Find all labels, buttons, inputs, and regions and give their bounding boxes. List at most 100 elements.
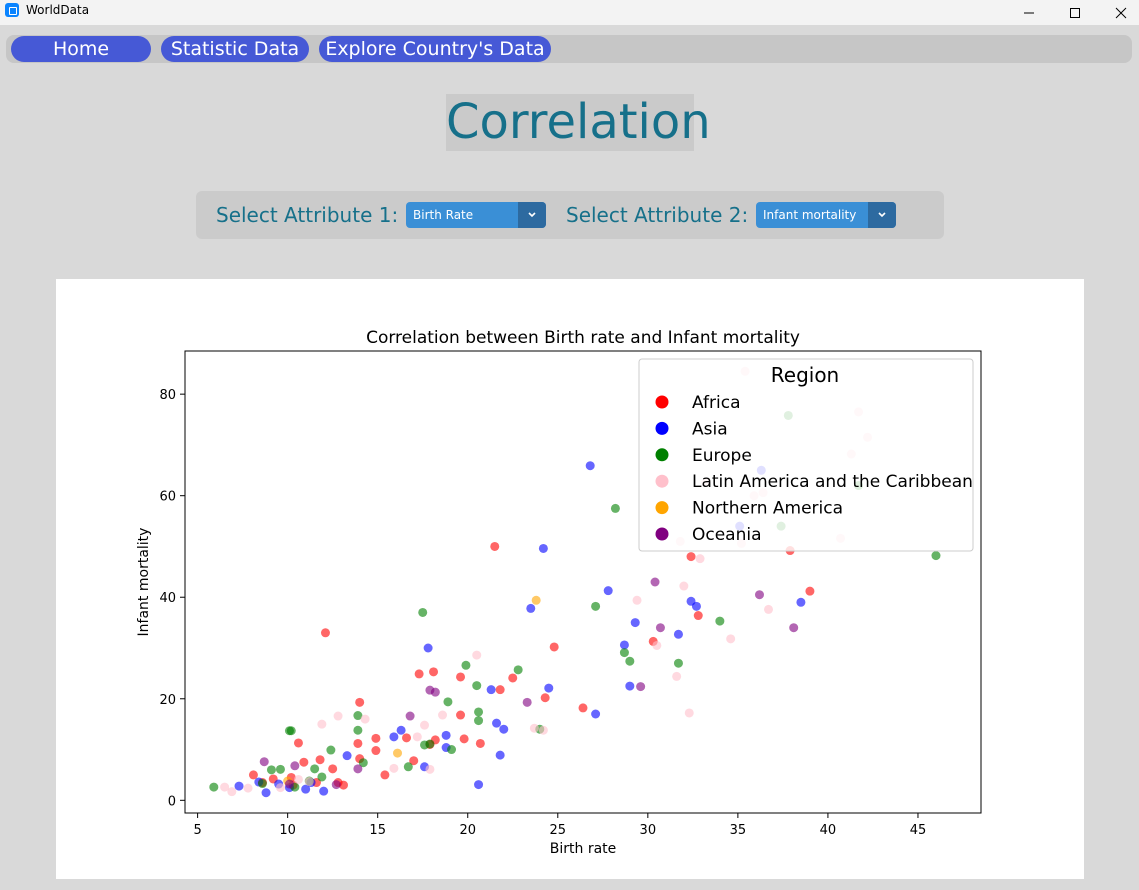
data-point: [430, 687, 440, 697]
legend-title: Region: [771, 363, 839, 387]
data-point: [538, 725, 548, 735]
data-point: [475, 738, 485, 748]
data-point: [220, 782, 230, 792]
data-point: [293, 738, 303, 748]
data-point: [328, 764, 338, 774]
minimize-button[interactable]: [1006, 0, 1052, 25]
data-point: [261, 788, 271, 798]
data-point: [320, 628, 330, 638]
data-point: [652, 640, 662, 650]
data-point: [396, 725, 406, 735]
explore-country-data-button[interactable]: Explore Country's Data: [319, 36, 551, 62]
data-point: [353, 711, 363, 721]
data-point: [610, 503, 620, 513]
y-tick-label: 0: [168, 794, 176, 809]
chevron-down-icon: [868, 202, 896, 228]
minimize-icon: [1024, 12, 1034, 13]
data-point: [625, 656, 635, 666]
data-point: [371, 733, 381, 743]
maximize-icon: [1070, 7, 1080, 18]
data-point: [763, 604, 773, 614]
legend-label: Asia: [692, 419, 728, 439]
data-point: [495, 685, 505, 695]
data-point: [531, 595, 541, 605]
data-point: [257, 779, 267, 789]
data-point: [259, 757, 269, 767]
legend-marker: [655, 421, 669, 435]
page-title: Correlation: [446, 94, 711, 151]
data-point: [420, 720, 430, 730]
data-point: [358, 758, 368, 768]
data-point: [472, 650, 482, 660]
data-point: [490, 541, 500, 551]
legend-marker: [655, 448, 669, 462]
data-point: [317, 719, 327, 729]
x-tick-label: 10: [279, 823, 296, 838]
legend-entry: Africa: [655, 393, 741, 413]
data-point: [679, 581, 689, 591]
attribute-1-label: Select Attribute 1:: [216, 203, 399, 227]
data-point: [691, 601, 701, 611]
attribute-1-dropdown[interactable]: Birth Rate: [406, 202, 546, 228]
close-icon: [1115, 7, 1127, 18]
data-point: [333, 711, 343, 721]
y-tick-label: 20: [159, 693, 176, 708]
data-point: [319, 786, 329, 796]
chart-panel: Correlation between Birth rate and Infan…: [56, 279, 1084, 879]
data-point: [585, 461, 595, 471]
x-tick-label: 35: [730, 823, 747, 838]
data-point: [301, 784, 311, 794]
data-point: [286, 726, 296, 736]
data-point: [486, 685, 496, 695]
app-icon: [5, 3, 19, 17]
maximize-button[interactable]: [1052, 0, 1098, 25]
data-point: [544, 683, 554, 693]
x-tick-label: 45: [910, 823, 927, 838]
data-point: [447, 745, 457, 755]
legend-marker: [655, 474, 669, 488]
data-point: [441, 730, 451, 740]
data-point: [529, 723, 539, 733]
data-point: [636, 682, 646, 692]
data-point: [310, 764, 320, 774]
data-point: [715, 616, 725, 626]
data-point: [380, 770, 390, 780]
legend-label: Africa: [692, 393, 741, 413]
home-button[interactable]: Home: [11, 36, 151, 62]
attribute-selector-bar: Select Attribute 1: Birth Rate Select At…: [196, 191, 944, 239]
data-point: [789, 623, 799, 633]
data-point: [632, 595, 642, 605]
close-button[interactable]: [1098, 0, 1139, 25]
data-point: [317, 772, 327, 782]
data-point: [353, 764, 363, 774]
data-point: [389, 732, 399, 742]
data-point: [360, 714, 370, 724]
attribute-2-value: Infant mortality: [763, 208, 857, 222]
data-point: [209, 782, 219, 792]
statistic-data-button[interactable]: Statistic Data: [161, 36, 309, 62]
data-point: [655, 623, 665, 633]
data-point: [474, 716, 484, 726]
data-point: [591, 709, 601, 719]
chart-title: Correlation between Birth rate and Infan…: [366, 328, 800, 348]
data-point: [425, 739, 435, 749]
y-tick-label: 60: [159, 490, 176, 505]
data-point: [248, 770, 258, 780]
nav-bar: Home Statistic Data Explore Country's Da…: [6, 35, 1132, 63]
data-point: [326, 745, 336, 755]
data-point: [673, 658, 683, 668]
data-point: [409, 756, 419, 766]
data-point: [461, 660, 471, 670]
data-point: [474, 707, 484, 717]
attribute-2-dropdown[interactable]: Infant mortality: [756, 202, 896, 228]
data-point: [650, 577, 660, 587]
data-point: [443, 697, 453, 707]
y-tick-label: 80: [159, 388, 176, 403]
data-point: [403, 762, 413, 772]
data-point: [673, 629, 683, 639]
x-tick-label: 20: [459, 823, 476, 838]
data-point: [474, 780, 484, 790]
legend-marker: [655, 501, 669, 515]
legend-label: Europe: [692, 446, 752, 466]
y-axis-label: Infant mortality: [136, 528, 152, 637]
